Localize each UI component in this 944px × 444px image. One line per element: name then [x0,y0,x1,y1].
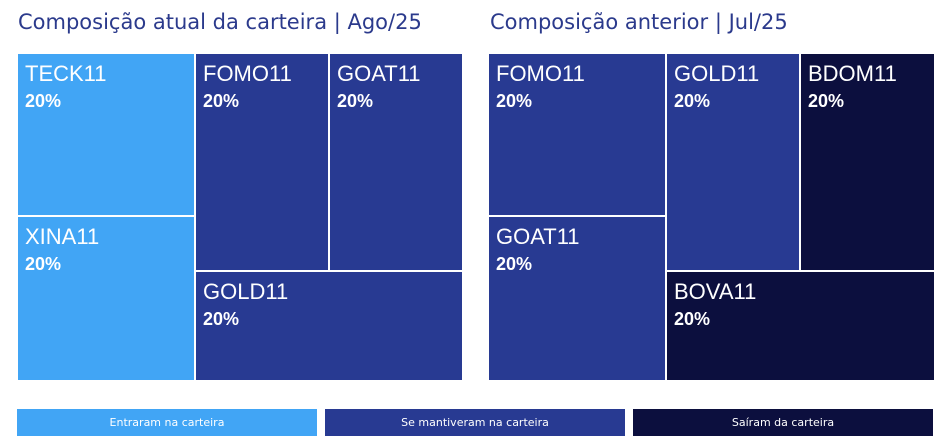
weight-label: 20% [203,91,240,111]
tile-xina11: XINA11 20% [17,216,195,381]
weight-label: 20% [203,309,240,329]
tile-bova11: BOVA11 20% [666,271,935,381]
ticker-label: TECK11 [25,61,107,86]
tile-gold11: GOLD11 20% [666,53,800,271]
legend-kept: Se mantiveram na carteira [325,409,625,436]
previous-portfolio-treemap: FOMO11 20% GOAT11 20% GOLD11 20% BDOM11 20% BOVA… [488,53,935,381]
legend-entered-label: Entraram na carteira [109,416,225,429]
ticker-label: XINA11 [25,224,100,249]
legend-exited-label: Saíram da carteira [731,416,835,429]
tile-fomo11: FOMO11 20% [488,53,666,216]
previous-portfolio-title: Composição anterior | Jul/25 [490,10,788,34]
ticker-label: GOLD11 [203,279,289,304]
ticker-label: FOMO11 [203,61,292,86]
legend-kept-label: Se mantiveram na carteira [401,416,549,429]
ticker-label: BDOM11 [808,61,897,86]
legend-exited: Saíram da carteira [633,409,933,436]
weight-label: 20% [674,91,711,111]
ticker-label: GOAT11 [496,224,580,249]
weight-label: 20% [25,91,62,111]
ticker-label: FOMO11 [496,61,585,86]
current-portfolio-treemap: TECK11 20% XINA11 20% FOMO11 20% GOAT11 20% GOLD… [17,53,463,381]
weight-label: 20% [808,91,845,111]
weight-label: 20% [674,309,711,329]
tile-goat11: GOAT11 20% [488,216,666,381]
tile-bdom11: BDOM11 20% [800,53,935,271]
current-portfolio-title: Composição atual da carteira | Ago/25 [18,10,422,34]
ticker-label: BOVA11 [674,279,757,304]
tile-gold11: GOLD11 20% [195,271,463,381]
weight-label: 20% [337,91,374,111]
tile-fomo11: FOMO11 20% [195,53,329,271]
weight-label: 20% [496,254,533,274]
ticker-label: GOLD11 [674,61,760,86]
weight-label: 20% [25,254,62,274]
tile-goat11: GOAT11 20% [329,53,463,271]
tile-teck11: TECK11 20% [17,53,195,216]
weight-label: 20% [496,91,533,111]
ticker-label: GOAT11 [337,61,421,86]
legend-entered: Entraram na carteira [17,409,317,436]
